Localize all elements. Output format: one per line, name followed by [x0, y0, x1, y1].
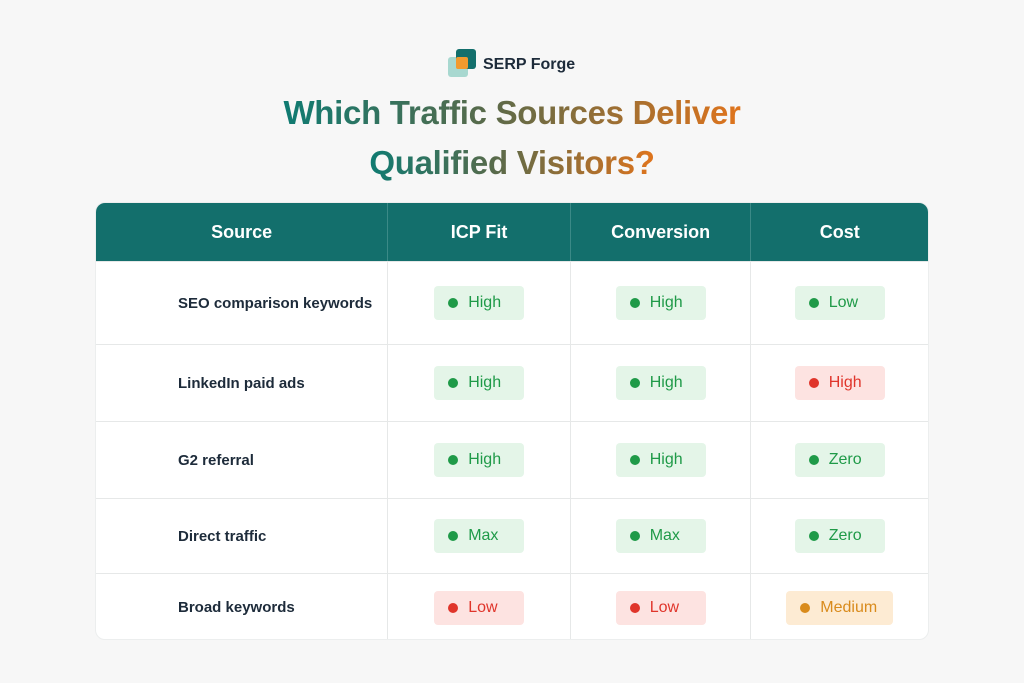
status-label: High [828, 374, 862, 391]
rating-cell: High [388, 262, 571, 344]
brand: SERP Forge [483, 56, 576, 73]
status-dot [629, 455, 640, 465]
header-cell: Cost [819, 221, 860, 242]
rating-cell: Medium [751, 574, 928, 639]
source-cell: SEO comparison keywords [96, 262, 389, 344]
title: Which Traffic Sources Deliver Qualified … [0, 88, 1024, 188]
status-badge: Max [615, 519, 706, 553]
status-label: Low [468, 598, 498, 616]
status-label: High [468, 451, 502, 468]
status-badge: Max [434, 519, 525, 553]
status-badge: High [615, 286, 706, 320]
status-badge: Low [434, 590, 525, 625]
status-badge: High [434, 286, 525, 320]
status-badge: Zero [794, 443, 885, 477]
status-label: High [649, 374, 683, 391]
rating-cell: High [571, 262, 752, 344]
status-label: Max [649, 527, 680, 544]
source-cell: Broad keywords [96, 574, 389, 639]
logo [448, 49, 476, 77]
status-dot [808, 455, 819, 465]
title-line: Which Traffic Sources Deliver [283, 88, 740, 138]
table-row: G2 referral High High Zero [96, 421, 928, 498]
status-label: High [649, 451, 683, 468]
table: Source ICP Fit Conversion Cost SEO compariso… [95, 202, 929, 640]
status-dot [629, 531, 640, 541]
rating-cell: High [388, 345, 571, 421]
rating-cell: High [571, 422, 752, 498]
status-badge: High [615, 366, 706, 400]
title-line: Qualified Visitors? [369, 138, 655, 188]
status-badge: Zero [794, 519, 885, 553]
status-dot [800, 602, 811, 613]
header-row: Source ICP Fit Conversion Cost [96, 203, 928, 261]
table-row: Broad keywords Low Low Medium [96, 573, 928, 639]
header-cell: ICP Fit [388, 203, 571, 261]
status-dot [448, 531, 459, 541]
status-label: High [649, 294, 683, 311]
status-dot [808, 298, 819, 308]
header-cell: Source [96, 203, 389, 261]
source-cell: Direct traffic [96, 499, 389, 573]
status-dot [629, 298, 640, 308]
rating-cell: High [751, 345, 928, 421]
rating-cell: Low [751, 262, 928, 344]
status-dot [808, 531, 819, 541]
status-dot [629, 602, 640, 613]
source-cell: G2 referral [96, 422, 389, 498]
status-label: Max [468, 527, 499, 544]
status-dot [448, 455, 459, 465]
status-label: Zero [828, 527, 862, 544]
rating-cell: Max [571, 499, 752, 573]
rating-cell: Zero [751, 499, 928, 573]
rating-cell: High [388, 422, 571, 498]
status-label: Medium [820, 598, 878, 616]
table-row: LinkedIn paid ads High High High [96, 344, 928, 421]
status-dot [448, 602, 459, 613]
status-dot [448, 378, 459, 388]
status-dot [808, 378, 819, 388]
status-dot [448, 298, 459, 308]
source-cell: LinkedIn paid ads [96, 345, 389, 421]
status-badge: High [434, 443, 525, 477]
status-badge: Low [615, 590, 706, 625]
status-label: High [468, 294, 502, 311]
status-label: High [468, 374, 502, 391]
rating-cell: Max [388, 499, 571, 573]
table-row: Direct traffic Max Max Zero [96, 498, 928, 573]
rating-cell: Zero [751, 422, 928, 498]
status-badge: Low [794, 286, 885, 320]
status-dot [629, 378, 640, 388]
header-cell: Conversion [571, 203, 752, 261]
status-badge: High [434, 366, 525, 400]
status-badge: Medium [786, 590, 894, 625]
status-label: Low [828, 294, 859, 311]
status-label: Zero [828, 451, 862, 468]
rating-cell: Low [388, 574, 571, 639]
rating-cell: Low [571, 574, 752, 639]
status-label: Low [649, 598, 680, 616]
table-row: SEO comparison keywords High High Low [96, 261, 928, 344]
status-badge: High [794, 366, 885, 400]
rating-cell: High [571, 345, 752, 421]
status-badge: High [615, 443, 706, 477]
